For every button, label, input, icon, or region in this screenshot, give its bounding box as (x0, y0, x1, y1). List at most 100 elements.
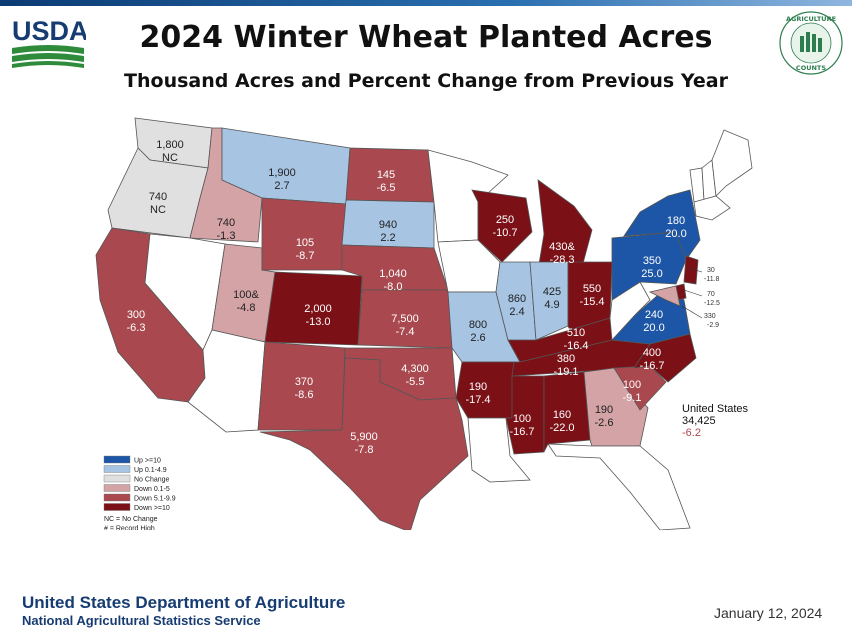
ag-logo-bottom-text: COUNTS (796, 64, 826, 72)
state-ky-change: -16.4 (563, 340, 588, 352)
state-mi-value: 430& (549, 241, 575, 253)
state-nm-change: -8.6 (295, 389, 314, 401)
state-wa-value: 1,800 (156, 139, 184, 151)
legend-note: NC = No Change (104, 516, 158, 523)
state-pa-change: 25.0 (641, 268, 662, 280)
state-al (543, 371, 591, 453)
state-il-value: 860 (508, 293, 526, 305)
legend-label: No Change (134, 477, 170, 484)
state-ar-value: 190 (469, 381, 487, 393)
state-tx-value: 5,900 (350, 431, 378, 443)
nj-callout-change: -11.8 (704, 276, 720, 283)
state-tx (259, 357, 469, 530)
state-ga-change: -2.6 (595, 417, 614, 429)
state-ne-change: -8.0 (384, 281, 403, 293)
state-pa-value: 350 (643, 255, 661, 267)
us-total-label: United States (682, 403, 749, 415)
footer-date: January 12, 2024 (714, 605, 823, 621)
footer-agency: National Agricultural Statistics Service (22, 613, 261, 628)
legend-swatch (103, 484, 131, 492)
legend-label: Down >=10 (134, 505, 170, 512)
state-nd-value: 145 (377, 169, 395, 181)
state-id-value: 740 (217, 217, 235, 229)
state-ne-value: 1,040 (379, 268, 407, 280)
state-in-value: 425 (543, 286, 561, 298)
de-callout-value: 70 (707, 291, 715, 298)
state-wi-value: 250 (496, 214, 514, 226)
state-sc-change: -9.1 (623, 392, 642, 404)
state-mi-change: -28.3 (549, 254, 574, 266)
page-title: 2024 Winter Wheat Planted Acres (139, 20, 713, 55)
state-tx-change: -7.8 (355, 444, 374, 456)
us-total: United States 34,425 -6.2 (682, 403, 749, 439)
state-nc-value: 400 (643, 347, 661, 359)
state-ok-change: -5.5 (406, 376, 425, 388)
state-in-change: 4.9 (544, 299, 559, 311)
state-wy-value: 105 (296, 237, 314, 249)
small-state-callouts: 30 -11.8 70 -12.5 330 -2.9 (681, 267, 720, 329)
legend-swatch (103, 474, 131, 483)
state-ny-change: 20.0 (665, 228, 686, 240)
md-callout-change: -2.9 (707, 322, 719, 329)
legend-swatch (103, 503, 131, 511)
state-sc-value: 100 (623, 379, 641, 391)
legend-swatch (103, 455, 131, 464)
legend: Up >=10 Up 0.1-4.9 No Change Down 0.1-5 Down… (103, 455, 176, 531)
state-or-change: NC (150, 204, 166, 216)
ag-logo-top-text: AGRICULTURE (786, 15, 836, 23)
state-ms-value: 100 (513, 413, 531, 425)
footer-department: United States Department of Agriculture (22, 593, 346, 612)
state-pa (611, 231, 687, 301)
state-tn-value: 380 (557, 353, 575, 365)
state-or-value: 740 (149, 191, 167, 203)
state-oh-value: 550 (583, 283, 601, 295)
state-ok-value: 4,300 (401, 363, 429, 375)
states-layer (95, 117, 753, 530)
state-wa-change: NC (162, 152, 178, 164)
state-mo-value: 800 (469, 319, 487, 331)
state-al-change: -22.0 (549, 422, 574, 434)
page-subtitle: Thousand Acres and Percent Change from P… (124, 70, 728, 92)
state-mt-value: 1,900 (268, 167, 296, 179)
nj-callout-value: 30 (707, 267, 715, 274)
legend-label: Down 5.1-9.9 (134, 496, 176, 503)
legend-label: Up 0.1-4.9 (134, 467, 167, 474)
de-callout-change: -12.5 (704, 300, 720, 307)
state-tn-change: -19.1 (553, 366, 578, 378)
state-vt (689, 167, 705, 203)
state-fl (547, 443, 691, 530)
state-sd-change: 2.2 (380, 232, 395, 244)
md-callout-value: 330 (704, 313, 716, 320)
state-me (711, 129, 753, 197)
state-ga-value: 190 (595, 404, 613, 416)
state-wy-change: -8.7 (296, 250, 315, 262)
state-ma (693, 195, 731, 221)
labels-layer: 1,800NC740NC300-6.3740-1.3100&-4.81,9002… (127, 139, 687, 456)
state-ny (623, 189, 701, 261)
state-md (648, 285, 681, 307)
state-mo-change: 2.6 (470, 332, 485, 344)
state-co-change: -13.0 (305, 316, 330, 328)
state-va-change: 20.0 (643, 322, 664, 334)
legend-note: # = Record High (104, 526, 155, 531)
legend-swatch (103, 493, 131, 502)
state-ut-change: -4.8 (237, 302, 256, 314)
legend-swatch (103, 465, 131, 473)
state-al-value: 160 (553, 409, 571, 421)
state-ar-change: -17.4 (465, 394, 490, 406)
state-il-change: 2.4 (509, 306, 524, 318)
agriculture-counts-logo: AGRICULTURE COUNTS (779, 11, 843, 75)
state-ca-change: -6.3 (127, 322, 146, 334)
usda-logo-text: USDA (12, 16, 86, 46)
state-ks-value: 7,500 (391, 313, 419, 325)
legend-label: Up >=10 (134, 458, 161, 465)
state-nj (683, 255, 699, 285)
state-oh-change: -15.4 (579, 296, 604, 308)
legend-label: Down 0.1-5 (134, 486, 170, 493)
state-co-value: 2,000 (304, 303, 332, 315)
state-wi-change: -10.7 (492, 227, 517, 239)
us-total-value: 34,425 (682, 415, 716, 427)
state-id-change: -1.3 (217, 230, 236, 242)
state-nd-change: -6.5 (377, 182, 396, 194)
us-state-map: 1,800NC740NC300-6.3740-1.3100&-4.81,9002… (95, 117, 753, 531)
